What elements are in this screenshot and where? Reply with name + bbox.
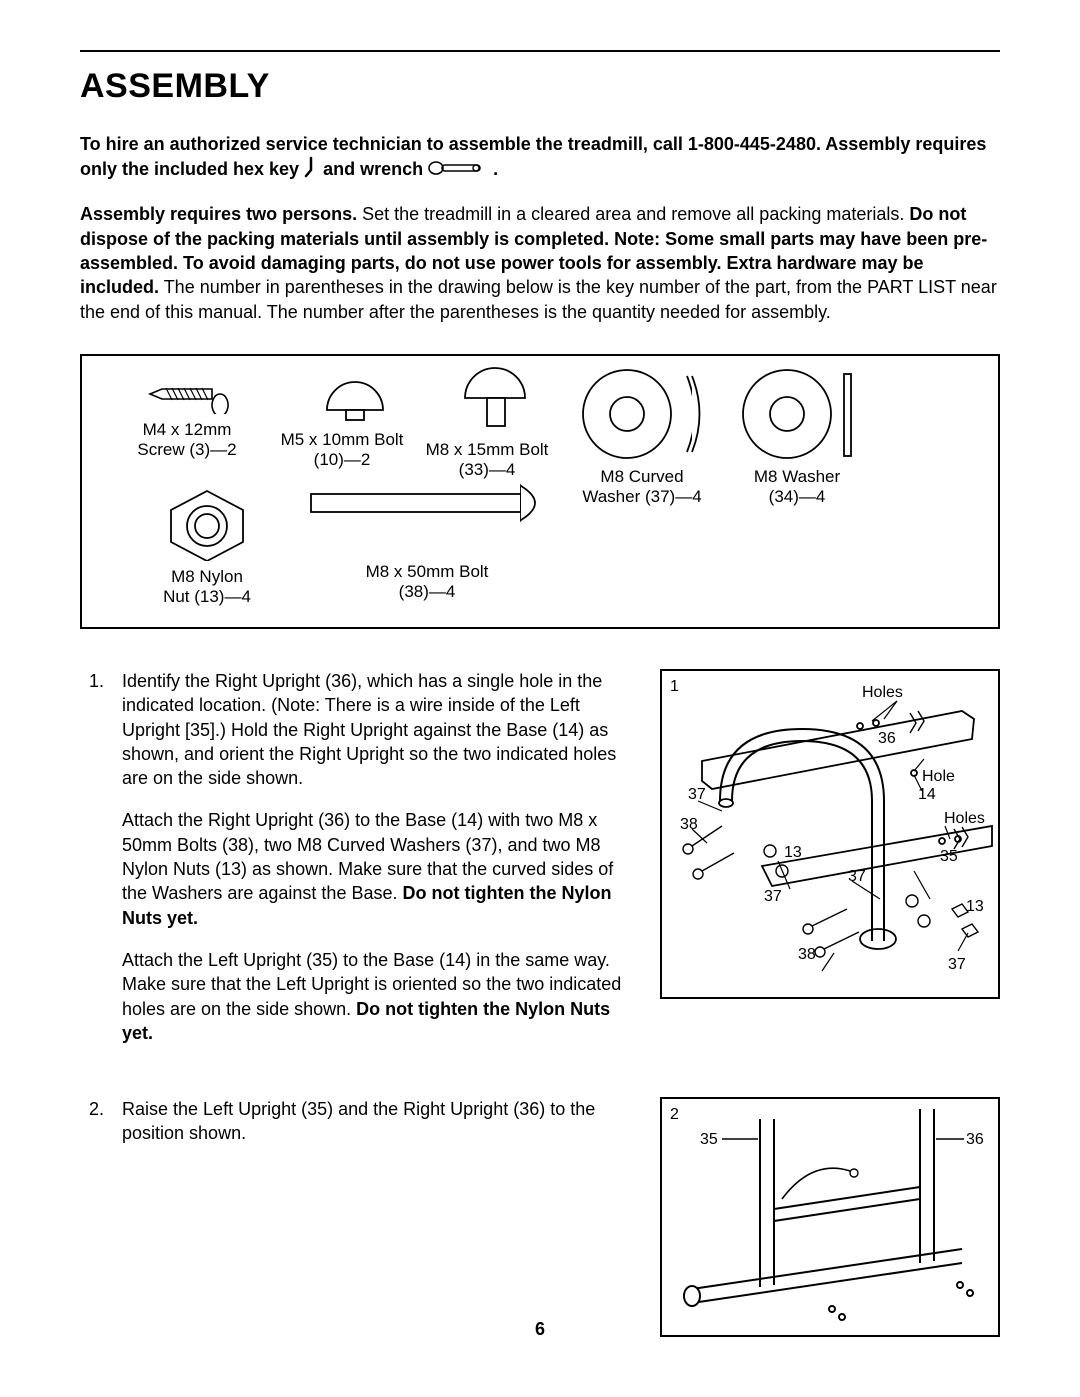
part-bolt38-l1: M8 x 50mm Bolt [297, 540, 557, 582]
fig1-37a: 37 [688, 786, 706, 803]
wrench-icon [428, 158, 488, 182]
page-title: ASSEMBLY [80, 64, 1000, 110]
part-bolt38-l2: (38)—4 [297, 582, 557, 602]
part-bolt38: M8 x 50mm Bolt (38)—4 [297, 474, 557, 601]
part-washer-l1: M8 Washer [722, 467, 872, 487]
fig1-36: 36 [878, 730, 896, 747]
fig1-38b: 38 [798, 946, 816, 963]
step2-p1: Raise the Left Upright (35) and the Righ… [122, 1097, 638, 1146]
fig2-num: 2 [670, 1106, 679, 1123]
part-washer-l2: (34)—4 [722, 487, 872, 507]
step1-p3: Attach the Left Upright (35) to the Base… [122, 948, 638, 1045]
steps: 1. Identify the Right Upright (36), whic… [80, 669, 1000, 1337]
fig1-37c: 37 [848, 868, 866, 885]
fig1-holes2: Holes [944, 810, 985, 827]
fig2-35: 35 [700, 1131, 718, 1148]
part-curved: M8 Curved Washer (37)—4 [562, 366, 722, 506]
intro-p2: Assembly requires two persons. Set the t… [80, 202, 1000, 323]
fig1-38a: 38 [680, 816, 698, 833]
part-nut-l1: M8 Nylon [142, 567, 272, 587]
part-bolt10-l2: (10)—2 [267, 450, 417, 470]
step-2: 2. Raise the Left Upright (35) and the R… [80, 1097, 1000, 1337]
part-nut: M8 Nylon Nut (13)—4 [142, 486, 272, 606]
intro-period: . [493, 159, 498, 179]
part-screw: M4 x 12mm Screw (3)—2 [122, 374, 252, 459]
part-bolt33: M8 x 15mm Bolt (33)—4 [412, 366, 562, 479]
step1-figure: 1 Holes Hole 36 37 38 13 14 Holes 35 37 … [660, 669, 1000, 999]
step1-p1: Identify the Right Upright (36), which h… [122, 669, 638, 790]
step1-p2: Attach the Right Upright (36) to the Bas… [122, 808, 638, 929]
step-1-num: 1. [80, 669, 104, 693]
fig1-35: 35 [940, 848, 958, 865]
fig1-13a: 13 [784, 844, 802, 861]
part-curved-l2: Washer (37)—4 [562, 487, 722, 507]
fig1-13b: 13 [966, 898, 984, 915]
step-2-num: 2. [80, 1097, 104, 1121]
page-number: 6 [80, 1317, 1000, 1341]
parts-box: M4 x 12mm Screw (3)—2 M5 x 10mm Bolt (10… [80, 354, 1000, 629]
intro-p2-c: The number in parentheses in the drawing… [80, 277, 997, 321]
step-1: 1. Identify the Right Upright (36), whic… [80, 669, 1000, 1063]
intro-p2-a: Set the treadmill in a cleared area and … [357, 204, 909, 224]
part-bolt33-l1: M8 x 15mm Bolt [412, 440, 562, 460]
intro-p1: To hire an authorized service technician… [80, 132, 1000, 185]
fig2-36: 36 [966, 1131, 984, 1148]
hexkey-icon [304, 156, 318, 184]
fig1-hole: Hole [922, 768, 955, 785]
top-rule [80, 50, 1000, 52]
fig1-37b: 37 [764, 888, 782, 905]
part-washer: M8 Washer (34)—4 [722, 366, 872, 506]
part-nut-l2: Nut (13)—4 [142, 587, 272, 607]
fig1-37d: 37 [948, 956, 966, 973]
part-curved-l1: M8 Curved [562, 467, 722, 487]
intro-and-wrench: and wrench [323, 159, 423, 179]
fig1-holes-top: Holes [862, 684, 903, 701]
part-bolt10: M5 x 10mm Bolt (10)—2 [267, 366, 417, 469]
part-bolt10-l1: M5 x 10mm Bolt [267, 430, 417, 450]
fig1-num: 1 [670, 678, 679, 695]
step2-figure: 2 35 36 [660, 1097, 1000, 1337]
fig1-14: 14 [918, 786, 936, 803]
intro-block: To hire an authorized service technician… [80, 132, 1000, 324]
part-screw-l1: M4 x 12mm [122, 420, 252, 440]
intro-p2-lead: Assembly requires two persons. [80, 204, 357, 224]
part-screw-l2: Screw (3)—2 [122, 440, 252, 460]
intro-p1-bold: To hire an authorized service technician… [80, 134, 986, 179]
